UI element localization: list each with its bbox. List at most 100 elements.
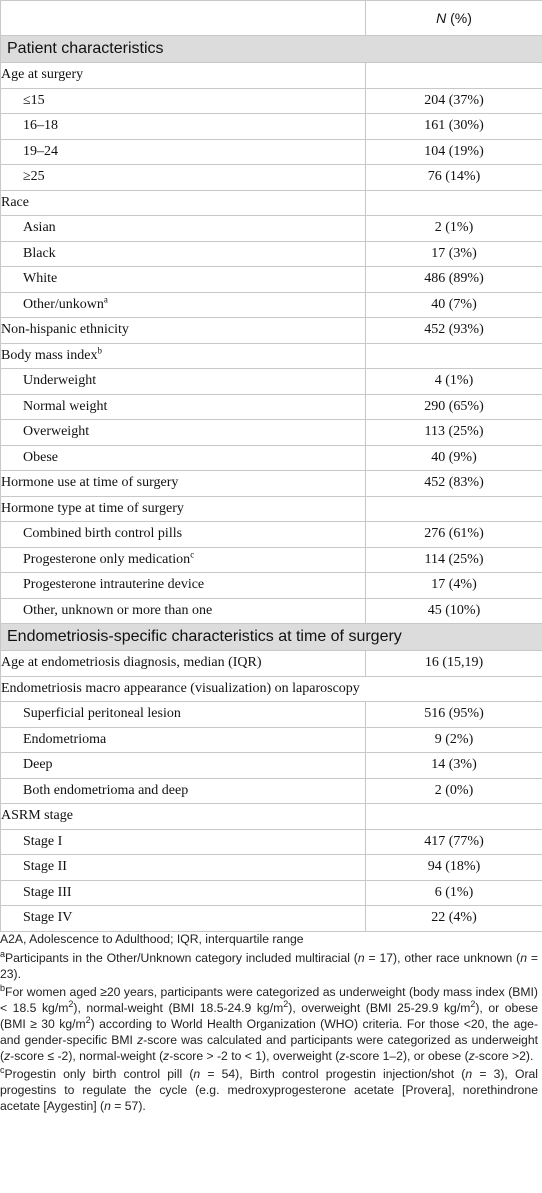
row-value: 45 (10%) [365,597,542,624]
section-title: Endometriosis-specific characteristics a… [0,623,542,651]
table-row: Deep 14 (3%) [0,752,542,779]
row-label: Overweight [0,419,366,446]
row-label-text: Superficial peritoneal lesion [23,706,181,722]
row-label-text: Deep [23,757,53,773]
row-value: 452 (83%) [365,470,542,497]
row-label-text: Endometriosis macro appearance (visualiz… [1,680,360,696]
row-label-text: ≤15 [23,92,45,108]
footnotes: A2A, Adolescence to Adulthood; IQR, inte… [0,932,538,1115]
table-row: Overweight 113 (25%) [0,419,542,446]
table-row: ≥25 76 (14%) [0,164,542,191]
footnote-c: cProgestin only birth control pill (n = … [0,1065,538,1113]
row-label: Both endometrioma and deep [0,777,366,804]
section-title: Patient characteristics [0,35,542,63]
table-row: Hormone type at time of surgery [0,495,542,522]
header-n-label: N [436,10,447,26]
footnote-b-marker: b [0,983,6,994]
row-value: 14 (3%) [365,752,542,779]
row-label: Age at surgery [0,62,366,89]
row-label-text: Normal weight [23,398,108,414]
table-row: 19–24 104 (19%) [0,138,542,165]
header-n-percent: N (%) [365,0,542,36]
table-row: Normal weight 290 (65%) [0,393,542,420]
section-header-row: Patient characteristics [0,35,542,63]
row-label: Progesterone intrauterine device [0,572,366,599]
row-value: 114 (25%) [365,546,542,573]
row-value: 113 (25%) [365,419,542,446]
row-label-text: Asian [23,220,56,236]
table-row: Black 17 (3%) [0,240,542,267]
row-label: ≥25 [0,164,366,191]
row-value [365,189,542,216]
footnote-marker: a [103,294,108,305]
row-value: 94 (18%) [365,854,542,881]
footnote-a-marker: a [0,948,6,959]
row-label-text: Stage II [23,859,67,875]
table-body: N (%) Patient characteristics Age at surg… [0,0,542,932]
table-row: Stage II 94 (18%) [0,854,542,881]
row-value: 104 (19%) [365,138,542,165]
row-label-text: 16–18 [23,118,58,134]
row-label-text: Stage IV [23,910,73,926]
row-label-text: Underweight [23,373,97,389]
row-label: Deep [0,752,366,779]
footnote-marker: c [190,549,195,560]
row-label: Hormone type at time of surgery [0,495,366,522]
row-label-text: Age at endometriosis diagnosis, median (… [1,655,262,671]
row-label: White [0,266,366,293]
row-label: Progesterone only medicationc [0,546,366,573]
row-value: 2 (1%) [365,215,542,242]
row-value: 4 (1%) [365,368,542,395]
row-label: Normal weight [0,393,366,420]
row-label: ASRM stage [0,803,366,830]
table-row: Combined birth control pills 276 (61%) [0,521,542,548]
footnote-a: aParticipants in the Other/Unknown categ… [0,948,538,981]
header-empty-cell [0,0,366,36]
row-value: 516 (95%) [365,701,542,728]
row-label: Obese [0,444,366,471]
row-label: Other/unkowna [0,291,366,318]
table-row: 16–18 161 (30%) [0,113,542,140]
row-label-text: Other, unknown or more than one [23,602,213,618]
row-value [365,342,542,369]
row-label-text: Overweight [23,424,90,440]
row-label-text: Obese [23,449,58,465]
footnote-abbreviations: A2A, Adolescence to Adulthood; IQR, inte… [0,932,304,946]
row-label-text: Stage I [23,833,63,849]
table-row: Age at surgery [0,62,542,89]
row-label: Hormone use at time of surgery [0,470,366,497]
row-label: Other, unknown or more than one [0,597,366,624]
row-label: Stage IV [0,905,366,932]
row-label-text: Hormone use at time of surgery [1,475,179,491]
table-row: Endometriosis macro appearance (visualiz… [0,675,542,702]
footnote-marker: b [97,345,102,356]
row-label-text: ASRM stage [1,808,73,824]
table-row: Body mass indexb [0,342,542,369]
row-label-text: Both endometrioma and deep [23,782,189,798]
row-value: 486 (89%) [365,266,542,293]
table-row: Hormone use at time of surgery 452 (83%) [0,470,542,497]
row-label-text: Age at surgery [1,67,84,83]
row-label: Combined birth control pills [0,521,366,548]
row-label-text: Hormone type at time of surgery [1,500,184,516]
row-value: 417 (77%) [365,828,542,855]
footnote-b: bFor women aged ≥20 years, participants … [0,983,539,1063]
table-row: Both endometrioma and deep 2 (0%) [0,777,542,804]
row-label-text: Non-hispanic ethnicity [1,322,129,338]
header-pct-label: (%) [446,10,472,26]
table-row: Age at endometriosis diagnosis, median (… [0,650,542,677]
row-label: Body mass indexb [0,342,366,369]
table-row: Obese 40 (9%) [0,444,542,471]
row-label-text: Progesterone only medication [23,551,191,567]
table-row: Stage I 417 (77%) [0,828,542,855]
row-value: 40 (9%) [365,444,542,471]
row-value [365,62,542,89]
row-label: Race [0,189,366,216]
table-row: ASRM stage [0,803,542,830]
row-value: 76 (14%) [365,164,542,191]
row-label-text: ≥25 [23,169,45,185]
row-label-text: White [23,271,58,287]
table-row: White 486 (89%) [0,266,542,293]
table-row: Non-hispanic ethnicity 452 (93%) [0,317,542,344]
row-value [365,803,542,830]
